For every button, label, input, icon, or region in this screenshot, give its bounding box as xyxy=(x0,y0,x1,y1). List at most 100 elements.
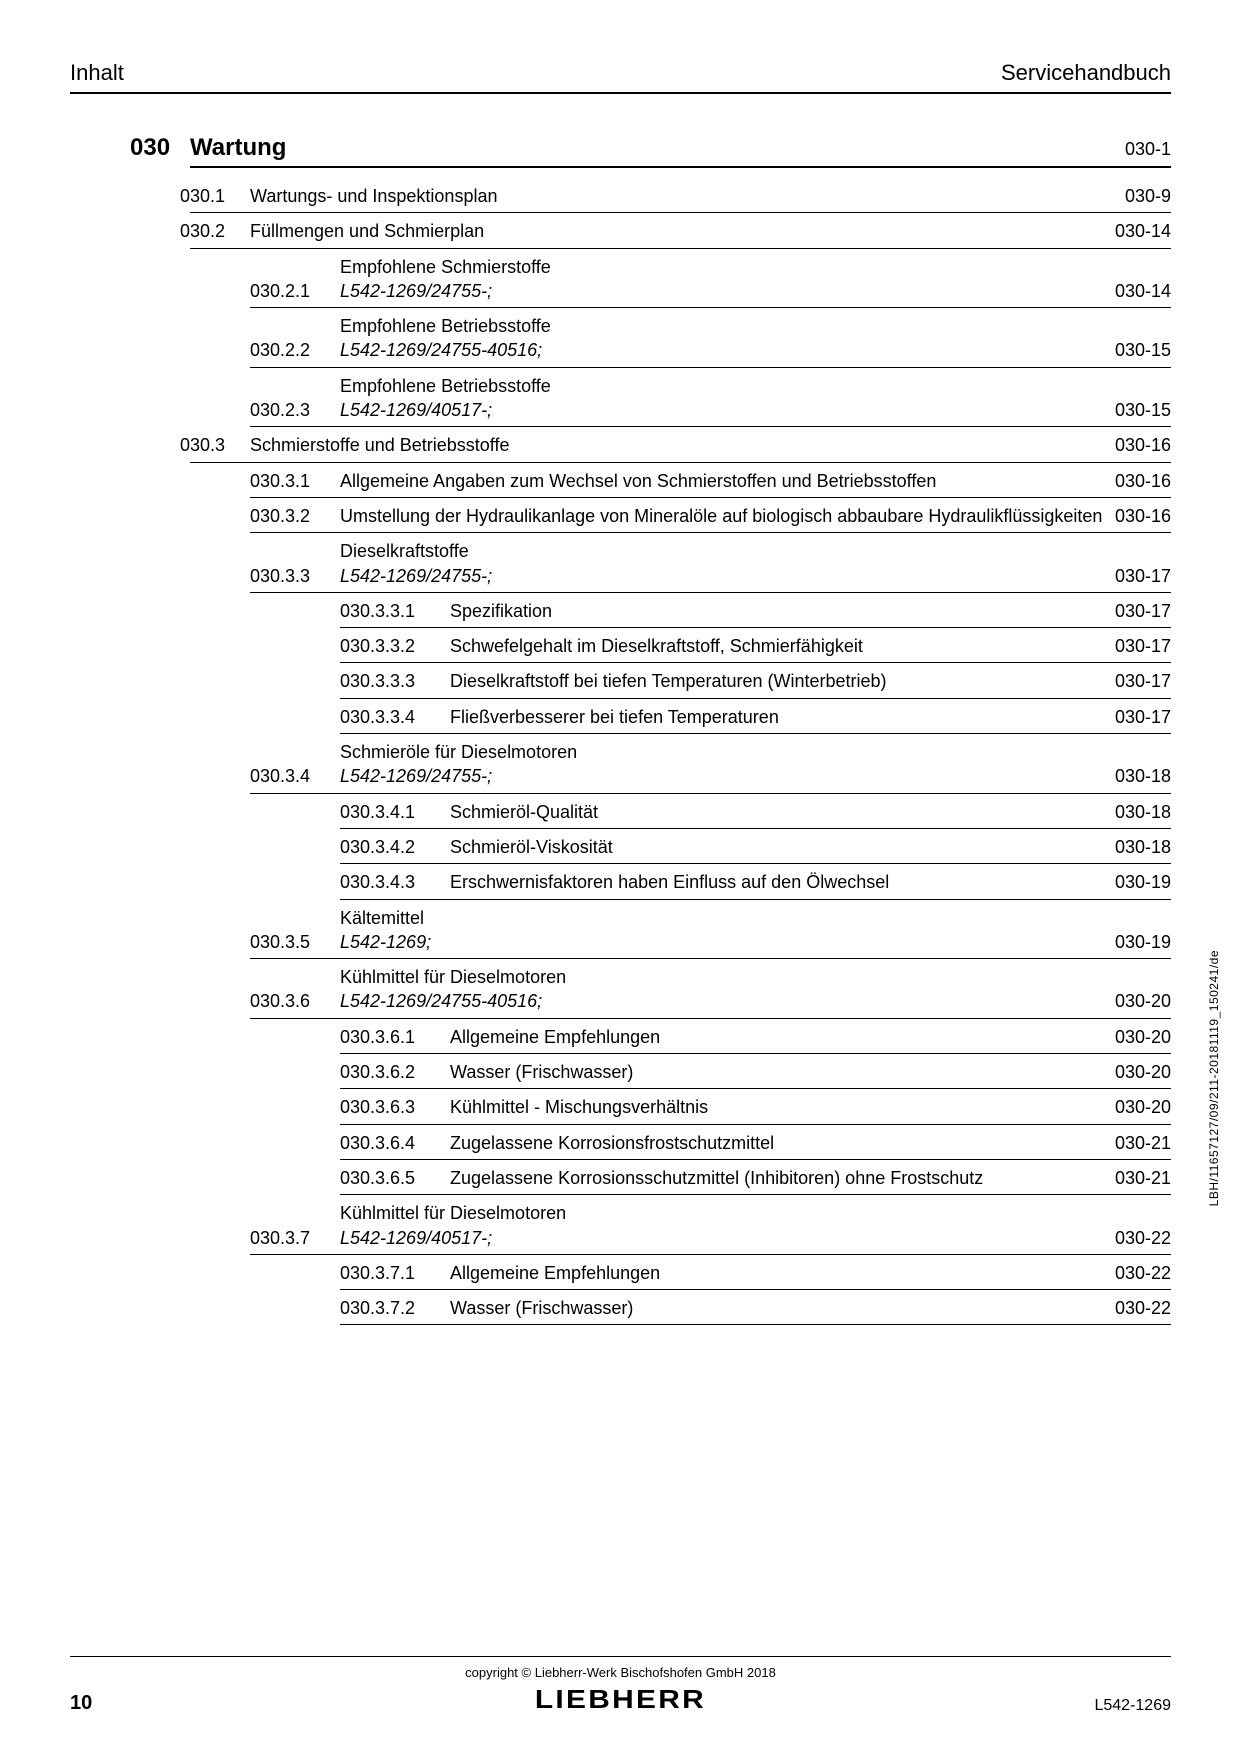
toc-entry-page: 030-20 xyxy=(1115,1025,1171,1049)
toc-entry: 030.3.4Schmieröle für DieselmotorenL542-… xyxy=(250,734,1171,794)
chapter-number: 030 xyxy=(130,134,190,162)
toc-entry: 030.3.6.3Kühlmittel - Mischungsverhältni… xyxy=(340,1089,1171,1124)
toc-entry-number: 030.2.1 xyxy=(250,279,340,303)
toc-entry-title: Dieselkraftstoff bei tiefen Temperaturen… xyxy=(450,669,1115,693)
toc-entry-subtitle: L542-1269; xyxy=(340,932,431,952)
toc-entry-title: Füllmengen und Schmierplan xyxy=(250,219,1115,243)
toc-entry-page: 030-18 xyxy=(1115,800,1171,824)
toc-entry-page: 030-17 xyxy=(1115,669,1171,693)
toc-entry-title: Empfohlene SchmierstoffeL542-1269/24755-… xyxy=(340,255,1115,304)
toc-entry-number: 030.3.3.1 xyxy=(340,599,450,623)
toc-entry-title: Kühlmittel für DieselmotorenL542-1269/40… xyxy=(340,1201,1115,1250)
chapter-page: 030-1 xyxy=(1125,139,1171,160)
toc-entry-page: 030-15 xyxy=(1115,338,1171,362)
toc-entry-page: 030-16 xyxy=(1115,469,1171,493)
toc-entry: 030.2.2Empfohlene BetriebsstoffeL542-126… xyxy=(250,308,1171,368)
toc-entry-page: 030-22 xyxy=(1115,1226,1171,1250)
toc-entry-subtitle: L542-1269/40517-; xyxy=(340,1228,492,1248)
toc-entry-subtitle: L542-1269/24755-40516; xyxy=(340,991,542,1011)
toc-entry: 030.3.1Allgemeine Angaben zum Wechsel vo… xyxy=(250,463,1171,498)
toc-entry-page: 030-19 xyxy=(1115,870,1171,894)
toc-entry-page: 030-18 xyxy=(1115,835,1171,859)
toc-entry: 030.3.3.2Schwefelgehalt im Dieselkraftst… xyxy=(340,628,1171,663)
toc-entry-number: 030.3.4.1 xyxy=(340,800,450,824)
toc-entry-number: 030.3.4 xyxy=(250,764,340,788)
toc-entry-page: 030-21 xyxy=(1115,1166,1171,1190)
toc-entry: 030.1Wartungs- und Inspektionsplan030-9 xyxy=(190,178,1171,213)
toc-entry-number: 030.3.7.2 xyxy=(340,1296,450,1320)
toc-entry-page: 030-17 xyxy=(1115,564,1171,588)
toc-entry: 030.3.3DieselkraftstoffeL542-1269/24755-… xyxy=(250,533,1171,593)
toc-entry: 030.3.7.2Wasser (Frischwasser)030-22 xyxy=(340,1290,1171,1325)
header-right: Servicehandbuch xyxy=(1001,60,1171,86)
toc-entry-number: 030.3.5 xyxy=(250,930,340,954)
toc-entry-number: 030.2 xyxy=(180,219,250,243)
toc-entry-page: 030-16 xyxy=(1115,433,1171,457)
toc-entry-title: Schmieröle für DieselmotorenL542-1269/24… xyxy=(340,740,1115,789)
toc-entry: 030.3.6.1Allgemeine Empfehlungen030-20 xyxy=(340,1019,1171,1054)
toc-entry-number: 030.3.3.2 xyxy=(340,634,450,658)
toc-entry-page: 030-15 xyxy=(1115,398,1171,422)
toc-entry-page: 030-18 xyxy=(1115,764,1171,788)
toc-entry-title: Umstellung der Hydraulikanlage von Miner… xyxy=(340,504,1115,528)
toc-entry-title: Allgemeine Empfehlungen xyxy=(450,1025,1115,1049)
toc-entry: 030.3.7.1Allgemeine Empfehlungen030-22 xyxy=(340,1255,1171,1290)
toc-entry-title: Allgemeine Empfehlungen xyxy=(450,1261,1115,1285)
table-of-contents: 030.1Wartungs- und Inspektionsplan030-90… xyxy=(190,178,1171,1325)
liebherr-logo: LIEBHERR xyxy=(535,1684,706,1715)
toc-entry-number: 030.3.3.3 xyxy=(340,669,450,693)
toc-entry-title: Wartungs- und Inspektionsplan xyxy=(250,184,1125,208)
toc-entry-number: 030.3.1 xyxy=(250,469,340,493)
toc-entry: 030.3.5KältemittelL542-1269;030-19 xyxy=(250,900,1171,960)
toc-entry-subtitle: L542-1269/24755-; xyxy=(340,766,492,786)
toc-entry: 030.2.3Empfohlene BetriebsstoffeL542-126… xyxy=(250,368,1171,428)
toc-entry: 030.3.6.5Zugelassene Korrosionsschutzmit… xyxy=(340,1160,1171,1195)
toc-entry-title: Empfohlene BetriebsstoffeL542-1269/24755… xyxy=(340,314,1115,363)
toc-entry-page: 030-17 xyxy=(1115,705,1171,729)
toc-entry-title: Empfohlene BetriebsstoffeL542-1269/40517… xyxy=(340,374,1115,423)
toc-entry: 030.3.4.3Erschwernisfaktoren haben Einfl… xyxy=(340,864,1171,899)
toc-entry: 030.3.4.1Schmieröl-Qualität030-18 xyxy=(340,794,1171,829)
toc-entry-title: Spezifikation xyxy=(450,599,1115,623)
chapter-title: Wartung xyxy=(190,134,1115,162)
toc-entry-page: 030-22 xyxy=(1115,1261,1171,1285)
toc-entry-number: 030.3.4.3 xyxy=(340,870,450,894)
toc-entry-title: Fließverbesserer bei tiefen Temperaturen xyxy=(450,705,1115,729)
toc-entry-title: Schmierstoffe und Betriebsstoffe xyxy=(250,433,1115,457)
toc-entry: 030.2.1Empfohlene SchmierstoffeL542-1269… xyxy=(250,249,1171,309)
side-document-id: LBH/11657127/09/211-20181119_150241/de xyxy=(1207,950,1221,1206)
header-left: Inhalt xyxy=(70,60,124,86)
toc-entry-page: 030-20 xyxy=(1115,1060,1171,1084)
toc-entry-number: 030.2.3 xyxy=(250,398,340,422)
toc-entry: 030.3.7Kühlmittel für DieselmotorenL542-… xyxy=(250,1195,1171,1255)
toc-entry-page: 030-17 xyxy=(1115,634,1171,658)
toc-entry: 030.3Schmierstoffe und Betriebsstoffe030… xyxy=(190,427,1171,462)
toc-entry-number: 030.3.6.5 xyxy=(340,1166,450,1190)
toc-entry-page: 030-16 xyxy=(1115,504,1171,528)
chapter-heading: 030 Wartung 030-1 xyxy=(190,134,1171,168)
toc-entry-title: Schmieröl-Qualität xyxy=(450,800,1115,824)
toc-entry: 030.3.6.2Wasser (Frischwasser)030-20 xyxy=(340,1054,1171,1089)
toc-entry: 030.2Füllmengen und Schmierplan030-14 xyxy=(190,213,1171,248)
toc-entry-page: 030-20 xyxy=(1115,989,1171,1013)
toc-entry-title: Erschwernisfaktoren haben Einfluss auf d… xyxy=(450,870,1115,894)
toc-entry-number: 030.3.3.4 xyxy=(340,705,450,729)
toc-entry-title: Kühlmittel - Mischungsverhältnis xyxy=(450,1095,1115,1119)
toc-entry-title: Schwefelgehalt im Dieselkraftstoff, Schm… xyxy=(450,634,1115,658)
toc-entry-number: 030.3.4.2 xyxy=(340,835,450,859)
toc-entry-title: Kühlmittel für DieselmotorenL542-1269/24… xyxy=(340,965,1115,1014)
toc-entry-title: Wasser (Frischwasser) xyxy=(450,1060,1115,1084)
toc-entry: 030.3.3.1Spezifikation030-17 xyxy=(340,593,1171,628)
toc-entry-subtitle: L542-1269/24755-; xyxy=(340,281,492,301)
page-footer: copyright © Liebherr-Werk Bischofshofen … xyxy=(70,1656,1171,1715)
toc-entry-number: 030.3.6.1 xyxy=(340,1025,450,1049)
copyright-text: copyright © Liebherr-Werk Bischofshofen … xyxy=(70,1665,1171,1680)
toc-entry: 030.3.3.3Dieselkraftstoff bei tiefen Tem… xyxy=(340,663,1171,698)
toc-entry-title: KältemittelL542-1269; xyxy=(340,906,1115,955)
toc-entry-number: 030.3.6.3 xyxy=(340,1095,450,1119)
toc-entry-number: 030.3.3 xyxy=(250,564,340,588)
toc-entry-number: 030.3.7.1 xyxy=(340,1261,450,1285)
toc-entry-title: Zugelassene Korrosionsfrostschutzmittel xyxy=(450,1131,1115,1155)
toc-entry-title: Schmieröl-Viskosität xyxy=(450,835,1115,859)
toc-entry-number: 030.2.2 xyxy=(250,338,340,362)
